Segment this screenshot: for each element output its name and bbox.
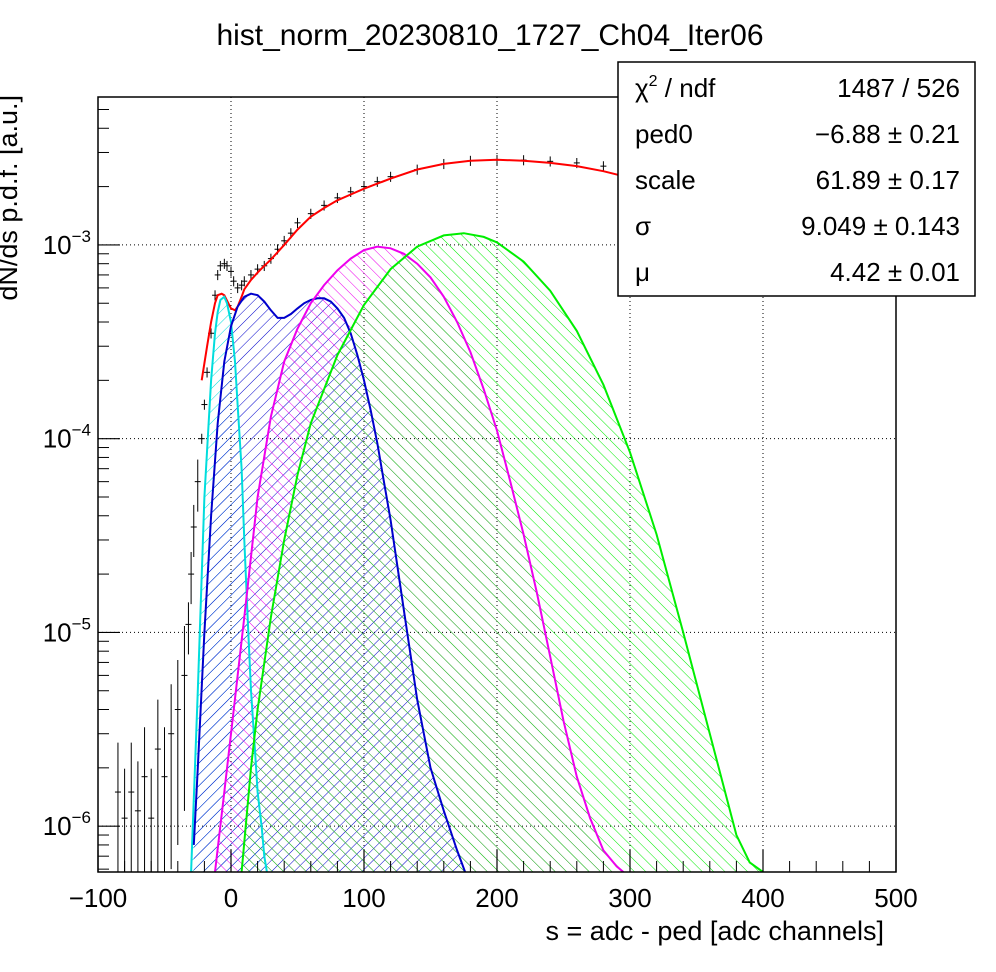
y-axis-label: dN/ds p.d.f. [a.u.] [0, 95, 23, 301]
y-tick-label: 10−5 [43, 614, 91, 647]
component-curve-2 [192, 292, 467, 872]
stats-frame [617, 61, 976, 297]
stat-value: 4.42 ± 0.01 [830, 257, 960, 287]
x-tick-label: 100 [342, 883, 385, 913]
fit-stats-box: χ2 / ndf 1487 / 526 ped0 −6.88 ± 0.21 scale 6… [617, 61, 976, 297]
stat-label: ped0 [635, 119, 693, 149]
stat-label: μ [635, 257, 650, 287]
fit-components [190, 158, 864, 872]
stat-label: scale [635, 165, 696, 195]
component-curve-3 [214, 245, 625, 872]
x-tick-label: 0 [224, 883, 238, 913]
y-tick-label: 10−6 [43, 808, 91, 841]
stat-value: 1487 / 526 [837, 73, 960, 103]
x-tick-label: 300 [608, 883, 651, 913]
data-histogram [114, 154, 633, 872]
x-tick-label: −100 [69, 883, 128, 913]
component-fill-4 [241, 233, 764, 872]
stat-value: −6.88 ± 0.21 [815, 119, 960, 149]
x-tick-label: 400 [741, 883, 784, 913]
stat-label: σ [635, 211, 651, 241]
x-axis-ticks: −100 0 100 200 300 400 500 [69, 850, 918, 913]
component-curve-1 [190, 295, 268, 872]
y-tick-label: 10−3 [43, 227, 91, 260]
y-tick-label: 10−4 [43, 421, 91, 454]
stat-value: 61.89 ± 0.17 [816, 165, 960, 195]
stat-label: χ2 / ndf [635, 73, 716, 103]
chart-title: hist_norm_20230810_1727_Ch04_Iter06 [216, 19, 763, 52]
component-curve-4 [240, 232, 764, 872]
x-axis-label: s = adc - ped [adc channels] [546, 916, 884, 946]
x-tick-label: 200 [475, 883, 518, 913]
y-axis-ticks: 10−3 10−4 10−5 10−6 [43, 108, 120, 870]
stat-value: 9.049 ± 0.143 [801, 211, 960, 241]
x-tick-label: 500 [874, 883, 917, 913]
